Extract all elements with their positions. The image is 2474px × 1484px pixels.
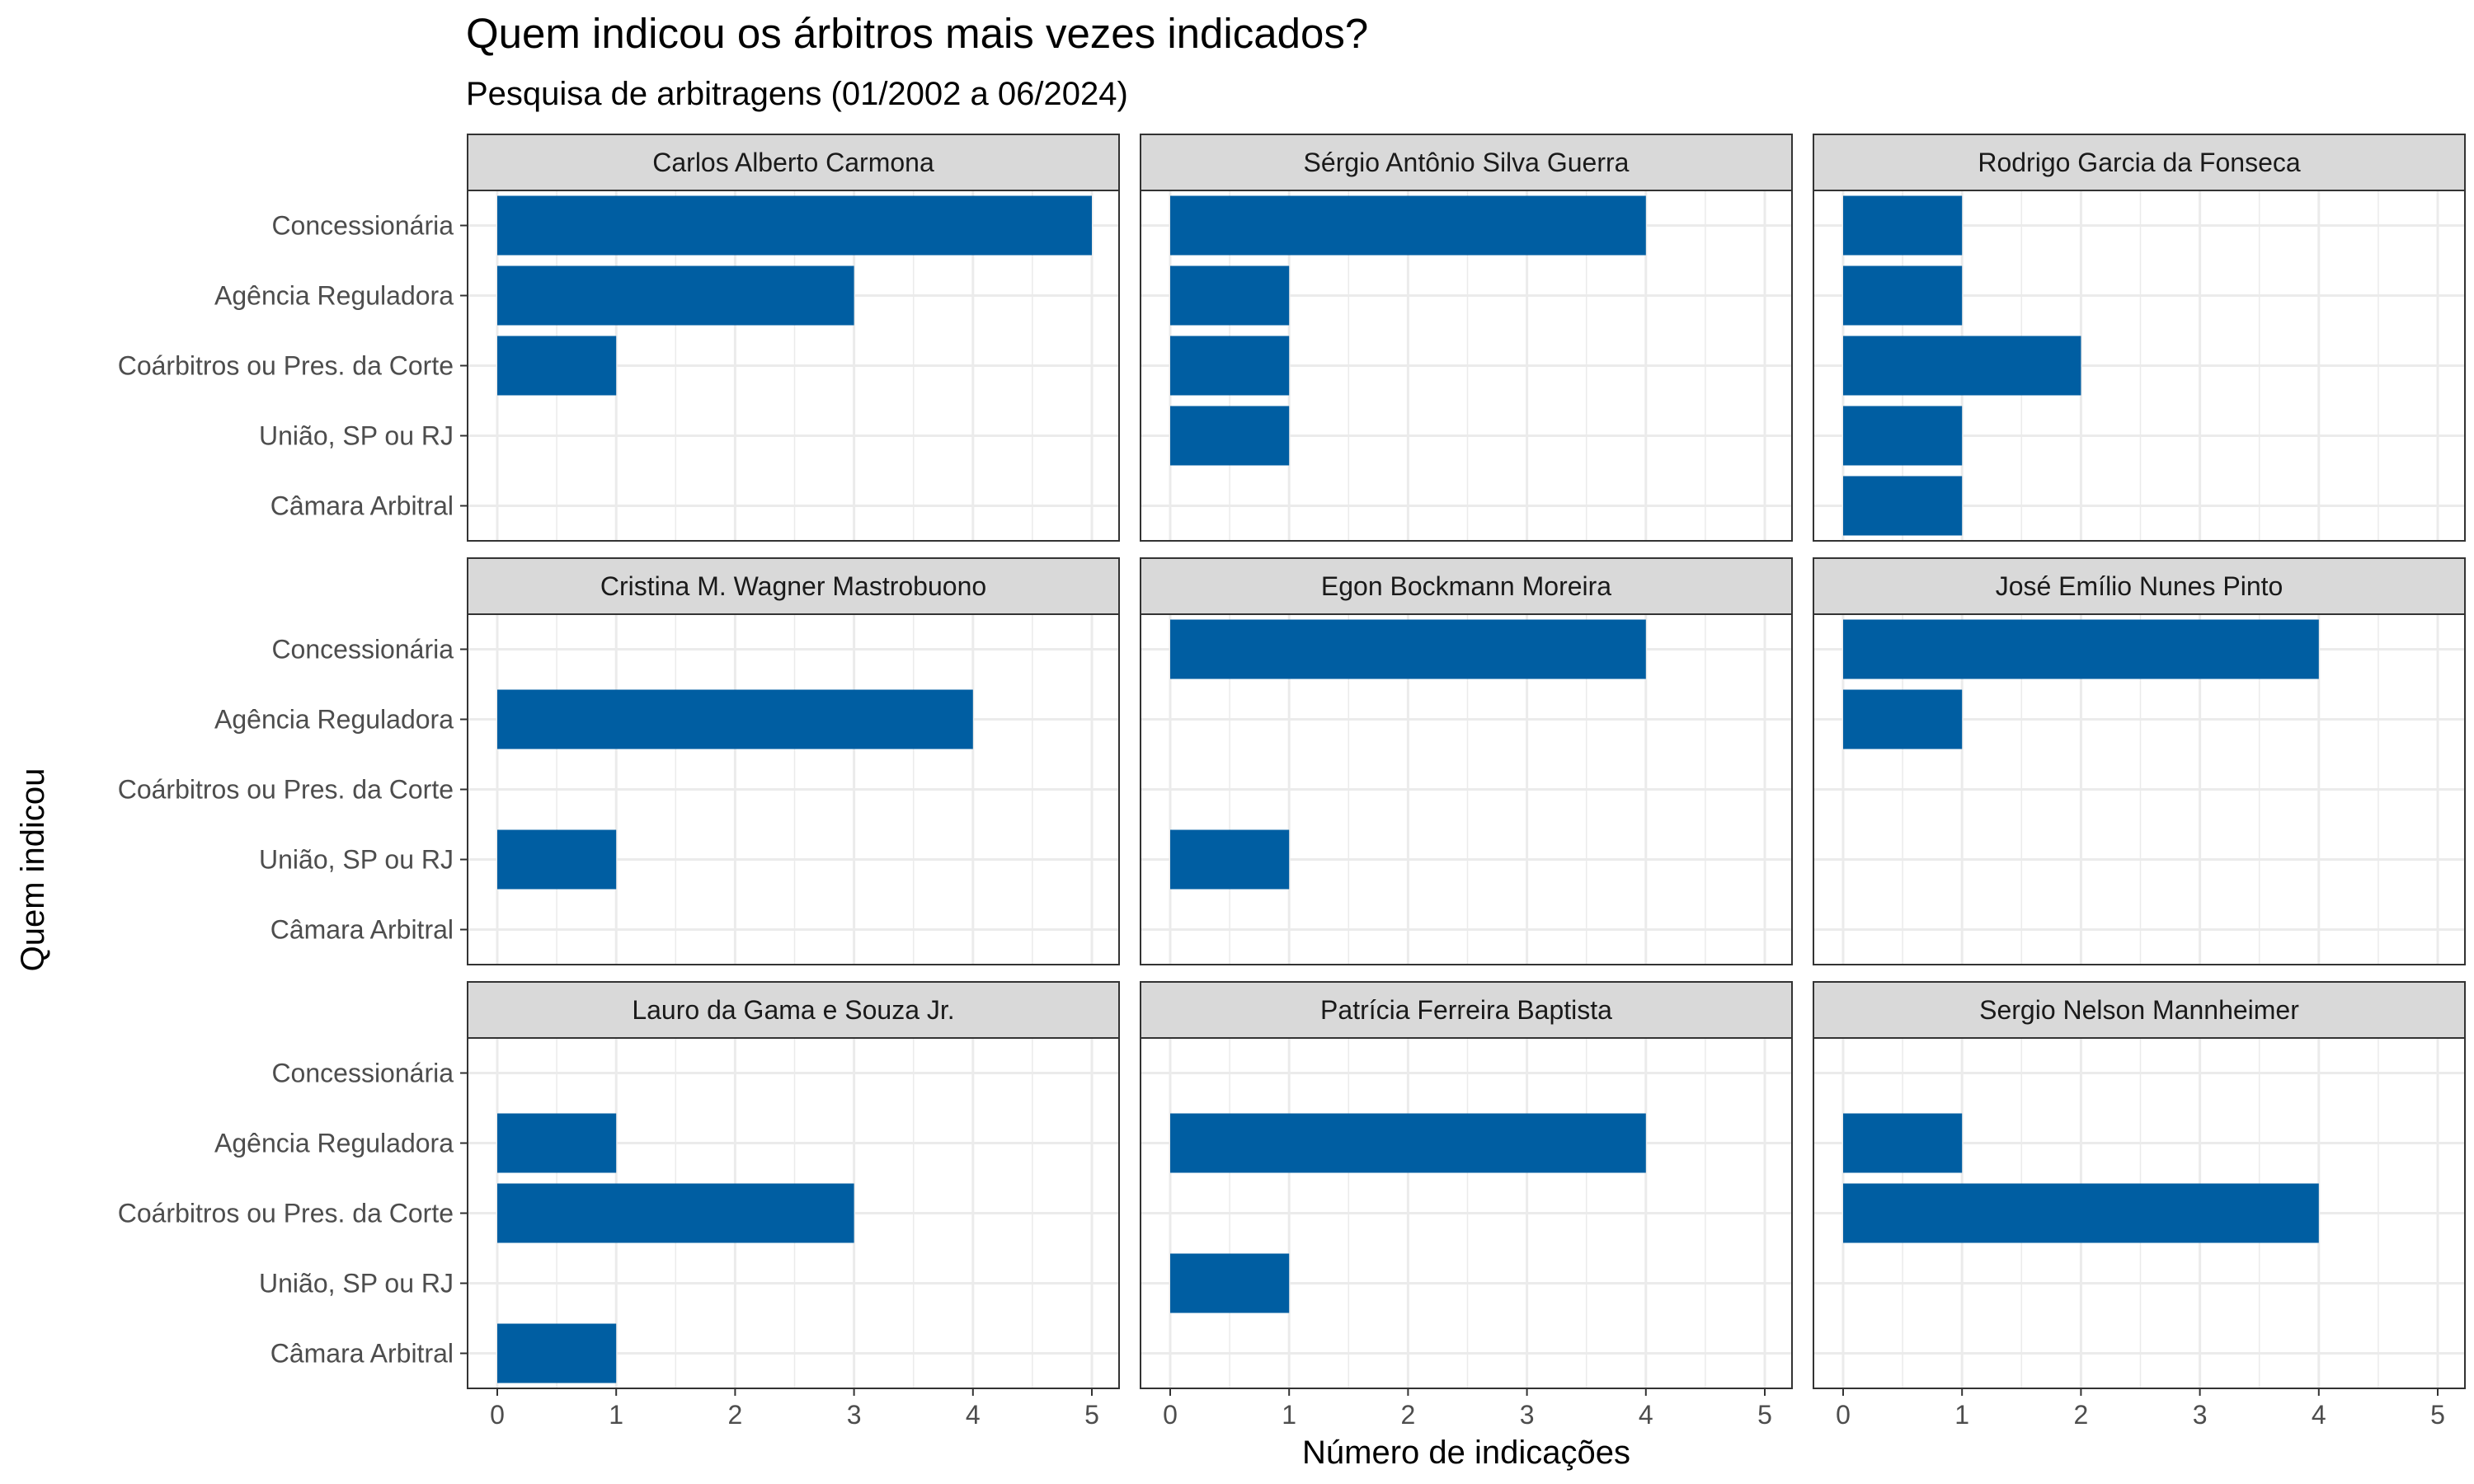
x-tick-label: 0 bbox=[1163, 1400, 1178, 1430]
x-tick-label: 1 bbox=[609, 1400, 623, 1430]
facet-strip bbox=[1813, 981, 2466, 1039]
x-axis-title: Número de indicações bbox=[1302, 1435, 1630, 1471]
bar-uniao-sp-ou-rj bbox=[1170, 406, 1290, 466]
y-tick-label: Concessionária bbox=[271, 1059, 454, 1088]
facet-strip bbox=[467, 557, 1120, 615]
facet-strip-label: Carlos Alberto Carmona bbox=[652, 148, 934, 177]
x-tick-label: 2 bbox=[728, 1400, 743, 1430]
facet-strip bbox=[467, 981, 1120, 1039]
bar-agencia-reguladora bbox=[1843, 689, 1963, 749]
facet-strip-label: Sérgio Antônio Silva Guerra bbox=[1304, 148, 1630, 177]
facet-strip-label: José Emílio Nunes Pinto bbox=[1996, 571, 2284, 601]
bar-agencia-reguladora bbox=[1170, 265, 1290, 326]
x-tick-label: 3 bbox=[2193, 1400, 2208, 1430]
y-tick-label: Coárbitros ou Pres. da Corte bbox=[118, 351, 454, 381]
facet-strip-label: Egon Bockmann Moreira bbox=[1321, 571, 1611, 601]
bar-uniao-sp-ou-rj bbox=[1170, 1253, 1290, 1313]
y-tick-label: Agência Reguladora bbox=[214, 281, 454, 311]
facet-carlos-alberto-carmona: Carlos Alberto Carmona Concessionária Agên… bbox=[118, 134, 1152, 542]
bar-concessionaria bbox=[1843, 619, 2319, 679]
bar-agencia-reguladora bbox=[1843, 265, 1963, 326]
bar-concessionaria bbox=[1170, 195, 1646, 256]
x-tick-label: 3 bbox=[847, 1400, 862, 1430]
facet-rodrigo-garcia-da-fonseca: Rodrigo Garcia da Fonseca bbox=[1813, 134, 2466, 542]
y-tick-label: Coárbitros ou Pres. da Corte bbox=[118, 1199, 454, 1228]
x-tick-label: 0 bbox=[490, 1400, 505, 1430]
x-tick-label: 4 bbox=[1639, 1400, 1653, 1430]
y-axis-title: Quem indicou bbox=[15, 768, 51, 972]
bar-concessionaria bbox=[1843, 195, 1963, 256]
chart-title: Quem indicou os árbitros mais vezes indi… bbox=[466, 10, 1368, 57]
facet-strip-label: Patrícia Ferreira Baptista bbox=[1320, 995, 1612, 1025]
x-tick-label: 4 bbox=[966, 1400, 981, 1430]
bar-uniao-sp-ou-rj bbox=[1170, 829, 1290, 890]
y-tick-label: União, SP ou RJ bbox=[259, 1269, 454, 1298]
x-tick-label: 2 bbox=[2074, 1400, 2089, 1430]
y-tick-label: Agência Reguladora bbox=[214, 705, 454, 735]
y-tick-label: União, SP ou RJ bbox=[259, 845, 454, 875]
facet-jose-emilio-nunes-pinto: José Emílio Nunes Pinto bbox=[1813, 557, 2466, 965]
y-tick-label: Concessionária bbox=[271, 211, 454, 241]
x-tick-label: 3 bbox=[1520, 1400, 1535, 1430]
y-tick-label: Câmara Arbitral bbox=[270, 491, 454, 521]
facet-strip-label: Rodrigo Garcia da Fonseca bbox=[1978, 148, 2301, 177]
bar-agencia-reguladora bbox=[497, 689, 973, 749]
bar-agencia-reguladora bbox=[1170, 1113, 1646, 1173]
x-tick-label: 1 bbox=[1954, 1400, 1969, 1430]
y-tick-label: União, SP ou RJ bbox=[259, 421, 454, 451]
facet-strip bbox=[1140, 134, 1793, 191]
facet-cristina-m-wagner-mastrobuono: Cristina M. Wagner Mastrobuono Concession… bbox=[118, 557, 1152, 965]
facet-panels: Carlos Alberto Carmona Concessionária Agên… bbox=[118, 134, 2466, 1430]
bar-coarbitros-ou-pres-da-corte bbox=[1843, 336, 2081, 396]
y-tick-label: Câmara Arbitral bbox=[270, 915, 454, 945]
facet-patricia-ferreira-baptista: Patrícia Ferreira Baptista 0 1 2 3 4 5 bbox=[1140, 981, 1825, 1430]
y-tick-label: Concessionária bbox=[271, 635, 454, 665]
facet-strip bbox=[1140, 557, 1793, 615]
bar-uniao-sp-ou-rj bbox=[497, 829, 617, 890]
bar-coarbitros-ou-pres-da-corte bbox=[497, 336, 617, 396]
facet-strip-label: Sergio Nelson Mannheimer bbox=[1979, 995, 2299, 1025]
x-tick-label: 5 bbox=[2430, 1400, 2445, 1430]
facet-strip-label: Lauro da Gama e Souza Jr. bbox=[632, 995, 954, 1025]
y-tick-label: Agência Reguladora bbox=[214, 1129, 454, 1158]
facet-sergio-nelson-mannheimer: Sergio Nelson Mannheimer 0 1 2 3 4 5 bbox=[1813, 981, 2466, 1430]
bar-camara-arbitral bbox=[1843, 476, 1963, 536]
x-tick-label: 1 bbox=[1282, 1400, 1296, 1430]
bar-agencia-reguladora bbox=[1843, 1113, 1963, 1173]
x-tick-label: 2 bbox=[1401, 1400, 1416, 1430]
facet-sergio-antonio-silva-guerra: Sérgio Antônio Silva Guerra bbox=[1140, 134, 1825, 542]
chart-subtitle: Pesquisa de arbitragens (01/2002 a 06/20… bbox=[466, 76, 1128, 112]
facet-strip bbox=[1813, 134, 2466, 191]
facet-strip bbox=[467, 134, 1120, 191]
facet-strip bbox=[1140, 981, 1793, 1039]
bar-coarbitros-ou-pres-da-corte bbox=[1170, 336, 1290, 396]
x-tick-label: 5 bbox=[1757, 1400, 1772, 1430]
facet-strip-label: Cristina M. Wagner Mastrobuono bbox=[600, 571, 986, 601]
bar-concessionaria bbox=[1170, 619, 1646, 679]
bar-concessionaria bbox=[497, 195, 1092, 256]
bar-coarbitros-ou-pres-da-corte bbox=[1843, 1183, 2319, 1243]
bar-coarbitros-ou-pres-da-corte bbox=[497, 1183, 854, 1243]
x-tick-label: 0 bbox=[1836, 1400, 1851, 1430]
bar-agencia-reguladora bbox=[497, 265, 854, 326]
facet-strip bbox=[1813, 557, 2466, 615]
facet-egon-bockmann-moreira: Egon Bockmann Moreira bbox=[1140, 557, 1825, 965]
bar-camara-arbitral bbox=[497, 1323, 617, 1383]
bar-uniao-sp-ou-rj bbox=[1843, 406, 1963, 466]
bar-agencia-reguladora bbox=[497, 1113, 617, 1173]
y-tick-label: Câmara Arbitral bbox=[270, 1339, 454, 1369]
x-tick-label: 4 bbox=[2312, 1400, 2326, 1430]
y-tick-label: Coárbitros ou Pres. da Corte bbox=[118, 775, 454, 805]
facet-lauro-da-gama-e-souza-jr: Lauro da Gama e Souza Jr. Concessionária A… bbox=[118, 981, 1152, 1430]
x-tick-label: 5 bbox=[1084, 1400, 1099, 1430]
